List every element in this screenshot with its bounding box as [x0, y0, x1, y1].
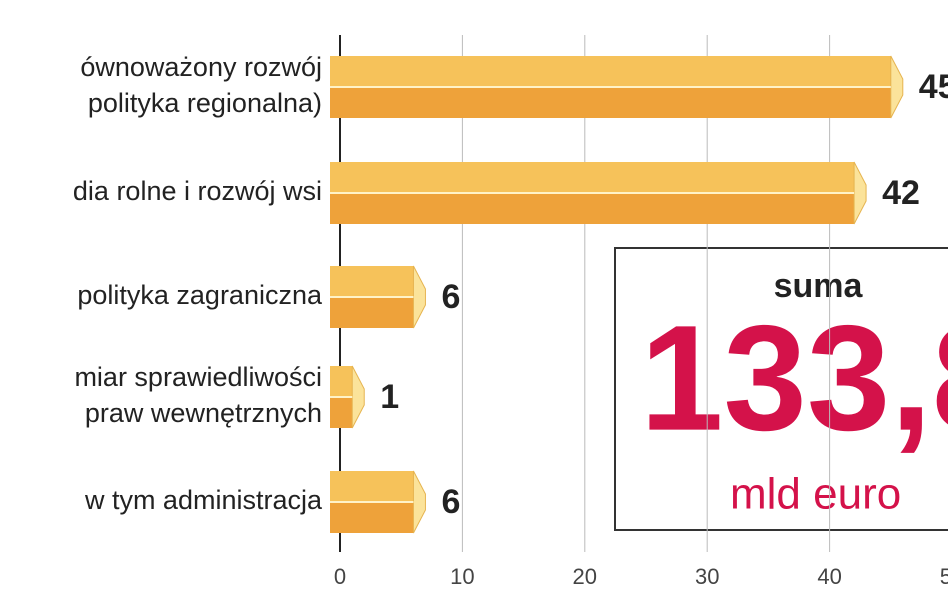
- y-tick-label: miar sprawiedliwości: [74, 362, 322, 392]
- sum-unit: mld euro: [730, 470, 901, 519]
- y-tick-label: polityka regionalna): [88, 88, 322, 118]
- sum-value: 133,8: [640, 294, 948, 462]
- value-label: 6: [441, 483, 460, 521]
- x-tick-label: 30: [695, 564, 719, 589]
- value-label: 6: [441, 278, 460, 316]
- bar: [330, 365, 365, 429]
- x-tick-label: 40: [817, 564, 841, 589]
- x-tick-label: 10: [450, 564, 474, 589]
- x-tick-label: 50: [940, 564, 948, 589]
- sum-title: suma: [774, 267, 864, 305]
- x-tick-label: 20: [573, 564, 597, 589]
- bar: [330, 55, 904, 119]
- bar: [330, 161, 867, 225]
- y-tick-label: polityka zagraniczna: [77, 280, 323, 310]
- value-label: 1: [380, 378, 399, 416]
- y-tick-label: praw wewnętrznych: [85, 398, 322, 428]
- y-tick-label: w tym administracja: [84, 485, 323, 515]
- sum-box: [614, 247, 948, 531]
- bar: [330, 470, 426, 534]
- y-tick-label: dia rolne i rozwój wsi: [73, 176, 322, 206]
- bar: [330, 265, 426, 329]
- value-label: 42: [882, 174, 920, 212]
- y-tick-label: ównoważony rozwój: [80, 52, 322, 82]
- x-tick-label: 0: [334, 564, 346, 589]
- value-label: 45: [919, 68, 948, 106]
